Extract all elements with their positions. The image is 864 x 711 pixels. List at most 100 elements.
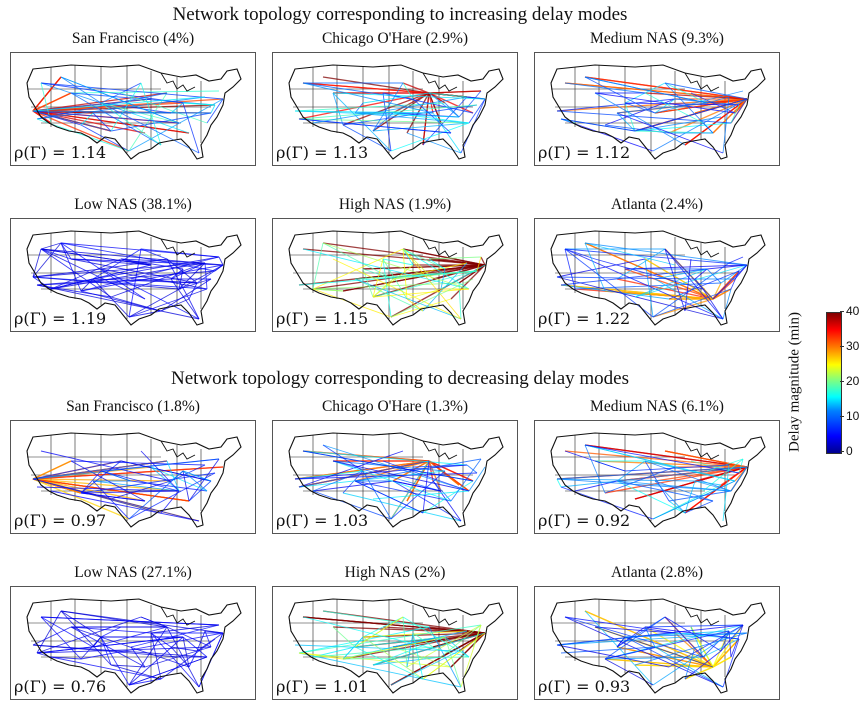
- delay-colorbar: [826, 312, 842, 454]
- rho-value: 0.76: [70, 677, 107, 696]
- flight-route: [354, 480, 424, 514]
- flight-route: [616, 112, 636, 132]
- flight-route: [100, 636, 130, 686]
- flight-route: [60, 610, 168, 628]
- flight-route: [196, 632, 224, 652]
- flight-routes: [294, 610, 486, 688]
- flight-route: [298, 652, 462, 688]
- spectral-radius-label: ρ(Γ) = 0.97: [14, 511, 106, 530]
- flight-route: [706, 96, 730, 104]
- rho-value: 1.12: [594, 143, 631, 162]
- panel-decreasing-san-francisco: San Francisco (1.8%) ρ(Γ) = 0.97: [10, 398, 256, 534]
- us-outline: [288, 230, 504, 326]
- flight-route: [298, 450, 404, 488]
- flight-route: [556, 644, 670, 668]
- flight-route: [120, 258, 184, 270]
- flight-route: [80, 264, 224, 292]
- flight-route: [150, 632, 200, 688]
- flight-route: [302, 82, 430, 94]
- flight-route: [70, 258, 152, 266]
- flight-route: [298, 626, 430, 654]
- us-network-map: [534, 52, 780, 166]
- flight-route: [412, 632, 424, 680]
- flight-route: [332, 626, 356, 648]
- flight-route: [428, 92, 468, 98]
- great-lakes-outline: [160, 238, 196, 258]
- flight-route: [92, 278, 198, 284]
- flight-route: [392, 630, 468, 648]
- flight-route: [390, 460, 430, 520]
- flight-route: [110, 82, 142, 132]
- rho-prefix: ρ(Γ) =: [14, 511, 71, 530]
- rho-prefix: ρ(Γ) =: [14, 677, 71, 696]
- flight-route: [332, 258, 462, 320]
- flight-route: [664, 82, 708, 104]
- flight-route: [40, 248, 152, 266]
- flight-route: [322, 242, 470, 290]
- flight-route: [584, 444, 748, 468]
- flight-route: [312, 242, 324, 290]
- us-network-map: [10, 218, 256, 332]
- flight-route: [312, 646, 434, 658]
- panel-decreasing-high-nas: High NAS (2%) ρ(Γ) = 1.01: [272, 564, 518, 700]
- spectral-radius-label: ρ(Γ) = 1.03: [276, 511, 368, 530]
- flight-route: [354, 616, 404, 648]
- panel-title: Low NAS (38.1%): [74, 196, 192, 213]
- flight-route: [302, 450, 474, 482]
- flight-route: [100, 626, 122, 638]
- flight-route: [684, 480, 696, 514]
- us-outline: [288, 598, 504, 694]
- flight-routes: [556, 242, 748, 320]
- flight-route: [342, 656, 470, 660]
- flight-route: [188, 282, 198, 300]
- flight-route: [624, 102, 656, 114]
- flight-route: [428, 90, 482, 94]
- panel-increasing-high-nas: High NAS (1.9%) ρ(Γ) = 1.15: [272, 196, 518, 332]
- flight-route: [40, 242, 62, 250]
- colorbar-tick: 30: [839, 339, 860, 353]
- flight-route: [604, 630, 730, 660]
- flight-route: [312, 96, 468, 124]
- flight-route: [130, 624, 220, 648]
- spectral-radius-label: ρ(Γ) = 1.12: [538, 143, 630, 162]
- great-lakes-outline: [684, 238, 720, 258]
- flight-route: [32, 242, 62, 278]
- flight-route: [684, 500, 714, 514]
- flight-route: [584, 242, 676, 266]
- spectral-radius-label: ρ(Γ) = 1.14: [14, 143, 106, 162]
- flight-route: [564, 248, 596, 260]
- flight-route: [564, 450, 626, 472]
- flight-route: [100, 102, 200, 154]
- flight-route: [342, 92, 430, 126]
- panel-title: High NAS (2%): [344, 564, 446, 581]
- flight-route: [428, 256, 482, 260]
- flight-route: [392, 112, 470, 124]
- spectral-radius-label: ρ(Γ) = 0.93: [538, 677, 630, 696]
- section-title-decreasing: Network topology corresponding to decrea…: [171, 368, 629, 389]
- flight-route: [166, 626, 200, 688]
- flight-route: [110, 664, 146, 668]
- flight-route: [354, 112, 470, 124]
- flight-route: [32, 92, 72, 112]
- great-lakes-outline: [684, 72, 720, 92]
- colorbar-label: Delay magnitude (min): [786, 312, 803, 452]
- flight-route: [100, 268, 200, 320]
- flight-route: [634, 268, 708, 298]
- flight-route: [428, 460, 474, 482]
- flight-route: [564, 248, 748, 266]
- flight-route: [564, 450, 748, 468]
- flight-route: [652, 98, 748, 152]
- flight-route: [372, 632, 486, 666]
- rho-value: 1.22: [594, 309, 631, 328]
- flight-route: [722, 288, 732, 320]
- flight-route: [170, 278, 200, 320]
- flight-route: [80, 112, 94, 126]
- panel-title: High NAS (1.9%): [338, 196, 452, 213]
- flight-route: [160, 490, 180, 514]
- flight-route: [406, 624, 482, 668]
- flight-route: [684, 258, 692, 312]
- panel-increasing-san-francisco: San Francisco (4%) ρ(Γ) = 1.14: [10, 30, 256, 166]
- flight-route: [302, 616, 470, 658]
- flight-route: [556, 478, 696, 482]
- flight-route: [624, 264, 748, 270]
